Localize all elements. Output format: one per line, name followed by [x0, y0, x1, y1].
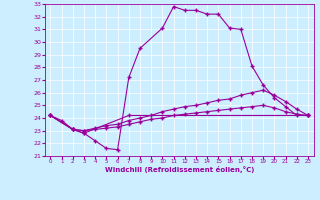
X-axis label: Windchill (Refroidissement éolien,°C): Windchill (Refroidissement éolien,°C) — [105, 166, 254, 173]
